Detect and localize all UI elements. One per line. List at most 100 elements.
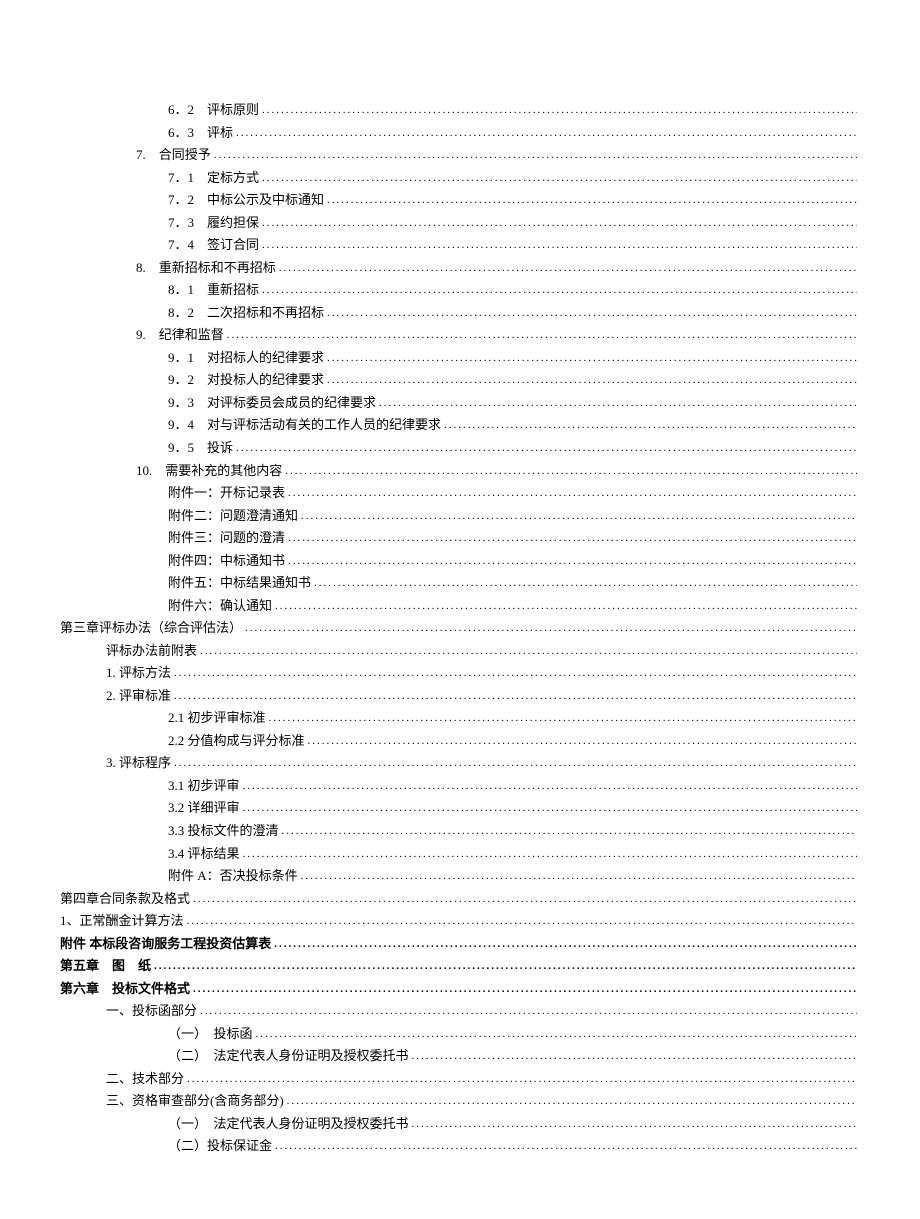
toc-line-text: 8. 重新招标和不再招标 [136,258,276,279]
toc-line: 10. 需要补充的其他内容 [60,461,860,482]
toc-leader-dots [174,755,857,772]
toc-line-text: 第五章 图 纸 [60,956,151,977]
toc-line: 9. 纪律和监督 [60,325,860,346]
toc-line-text: 第四章合同条款及格式 [60,889,190,910]
toc-line: 二、技术部分 [60,1069,860,1090]
toc-line-text: 6．3 评标 [168,123,233,144]
toc-leader-dots [279,260,857,277]
toc-line-text: 2.2 分值构成与评分标准 [168,731,305,752]
toc-line-text: 2.1 初步评审标准 [168,708,266,729]
toc-leader-dots [282,823,857,840]
toc-line: 7．4 签订合同 [60,235,860,256]
toc-leader-dots [379,395,857,412]
toc-line: 3.3 投标文件的澄清 [60,821,860,842]
toc-line-text: （二）投标保证金 [168,1136,272,1157]
toc-leader-dots [444,417,857,434]
toc-leader-dots [236,125,857,142]
toc-line-text: 附件六：确认通知 [168,596,272,617]
toc-leader-dots [412,1116,857,1133]
toc-line: 三、资格审查部分(含商务部分) [60,1091,860,1112]
toc-leader-dots [243,800,857,817]
toc-leader-dots [187,913,857,930]
table-of-contents: 6．2 评标原则6．3 评标7. 合同授予7．1 定标方式7．2 中标公示及中标… [60,100,860,1157]
toc-line: 3.1 初步评审 [60,776,860,797]
toc-line-text: 7．3 履约担保 [168,213,259,234]
toc-line: 1、正常酬金计算方法 [60,911,860,932]
toc-line-text: （一） 投标函 [168,1024,253,1045]
toc-leader-dots [174,665,857,682]
toc-leader-dots [193,981,857,998]
toc-line-text: 附件一：开标记录表 [168,483,285,504]
toc-leader-dots [187,1071,857,1088]
toc-line: 3. 评标程序 [60,753,860,774]
toc-line: 9．1 对招标人的纪律要求 [60,348,860,369]
toc-line: 9．4 对与评标活动有关的工作人员的纪律要求 [60,415,860,436]
toc-line: 附件二：问题澄清通知 [60,506,860,527]
toc-line: 3.2 详细评审 [60,798,860,819]
toc-line-text: 1. 评标方法 [106,663,171,684]
toc-leader-dots [308,733,857,750]
toc-leader-dots [262,170,857,187]
toc-line-text: 7．2 中标公示及中标通知 [168,190,324,211]
toc-line-text: 第三章评标办法（综合评估法） [60,618,242,639]
toc-line: 7．2 中标公示及中标通知 [60,190,860,211]
toc-leader-dots [327,350,857,367]
toc-line-text: 二、技术部分 [106,1069,184,1090]
toc-line: 评标办法前附表 [60,641,860,662]
toc-line: 2. 评审标准 [60,686,860,707]
toc-line: 第四章合同条款及格式 [60,889,860,910]
toc-line: 6．2 评标原则 [60,100,860,121]
toc-line-text: 9．4 对与评标活动有关的工作人员的纪律要求 [168,415,441,436]
toc-line-text: 10. 需要补充的其他内容 [136,461,282,482]
toc-line-text: 1、正常酬金计算方法 [60,911,184,932]
toc-line-text: 附件 A：否决投标条件 [168,866,298,887]
toc-leader-dots [301,868,857,885]
toc-line-text: 7．4 签订合同 [168,235,259,256]
toc-leader-dots [200,643,857,660]
toc-leader-dots [174,688,857,705]
toc-leader-dots [200,1003,857,1020]
toc-line-text: 6．2 评标原则 [168,100,259,121]
toc-line: 附件五：中标结果通知书 [60,573,860,594]
toc-line: 一、投标函部分 [60,1001,860,1022]
toc-line-text: 9．1 对招标人的纪律要求 [168,348,324,369]
toc-line: 附件 本标段咨询服务工程投资估算表 [60,934,860,955]
toc-leader-dots [269,710,857,727]
toc-leader-dots [327,305,857,322]
toc-line-text: 附件 本标段咨询服务工程投资估算表 [60,934,271,955]
toc-leader-dots [243,846,857,863]
toc-line: 3.4 评标结果 [60,844,860,865]
toc-line-text: 8．2 二次招标和不再招标 [168,303,324,324]
toc-line: 9．3 对评标委员会成员的纪律要求 [60,393,860,414]
toc-line-text: 3.3 投标文件的澄清 [168,821,279,842]
toc-leader-dots [262,282,857,299]
toc-line-text: （一） 法定代表人身份证明及授权委托书 [168,1114,409,1135]
toc-line-text: 附件四：中标通知书 [168,551,285,572]
toc-leader-dots [301,508,857,525]
toc-line-text: 一、投标函部分 [106,1001,197,1022]
toc-line: （二） 法定代表人身份证明及授权委托书 [60,1046,860,1067]
toc-line-text: 7．1 定标方式 [168,168,259,189]
toc-line-text: 三、资格审查部分(含商务部分) [106,1091,284,1112]
toc-leader-dots [327,372,857,389]
toc-leader-dots [236,440,857,457]
toc-line: 附件四：中标通知书 [60,551,860,572]
toc-line: 附件三：问题的澄清 [60,528,860,549]
toc-leader-dots [256,1026,857,1043]
toc-leader-dots [154,958,857,975]
toc-line: 第三章评标办法（综合评估法） [60,618,860,639]
toc-leader-dots [285,463,857,480]
toc-line-text: 3.2 详细评审 [168,798,240,819]
toc-line: 8．1 重新招标 [60,280,860,301]
toc-line-text: 附件三：问题的澄清 [168,528,285,549]
toc-line: 7．1 定标方式 [60,168,860,189]
toc-leader-dots [262,215,857,232]
toc-line-text: 附件二：问题澄清通知 [168,506,298,527]
toc-line: （一） 投标函 [60,1024,860,1045]
toc-line: 7．3 履约担保 [60,213,860,234]
toc-line-text: 3.1 初步评审 [168,776,240,797]
toc-line-text: 8．1 重新招标 [168,280,259,301]
toc-leader-dots [227,327,857,344]
toc-leader-dots [262,237,857,254]
toc-leader-dots [288,530,857,547]
